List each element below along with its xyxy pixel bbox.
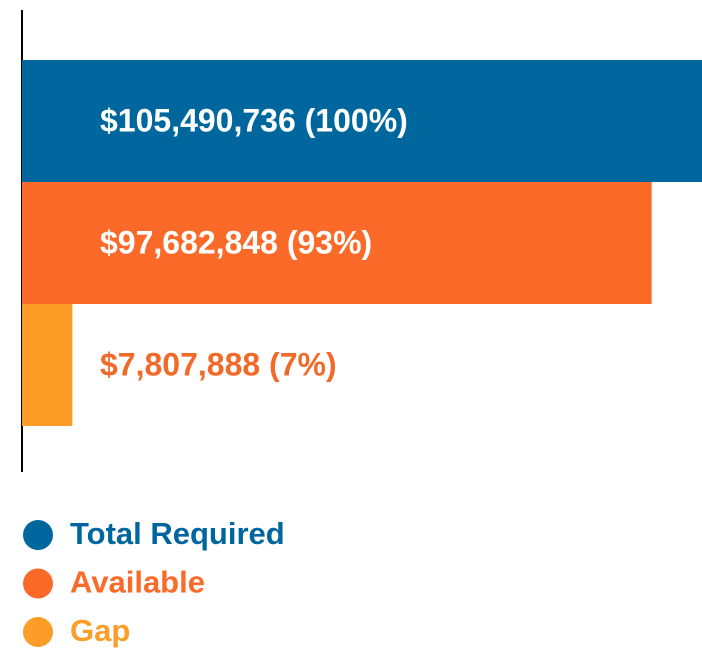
value-label: $105,490,736 (100%) bbox=[100, 102, 408, 138]
legend-marker bbox=[23, 617, 53, 647]
bar bbox=[22, 304, 73, 426]
bar bbox=[22, 182, 652, 304]
legend-label: Gap bbox=[70, 613, 130, 648]
bar bbox=[22, 60, 702, 182]
value-label: $7,807,888 (7%) bbox=[100, 346, 337, 382]
legend-label: Total Required bbox=[70, 516, 285, 551]
value-label: $97,682,848 (93%) bbox=[100, 224, 372, 260]
legend-marker bbox=[23, 520, 53, 550]
legend-marker bbox=[23, 568, 53, 599]
legend-label: Available bbox=[70, 565, 205, 600]
